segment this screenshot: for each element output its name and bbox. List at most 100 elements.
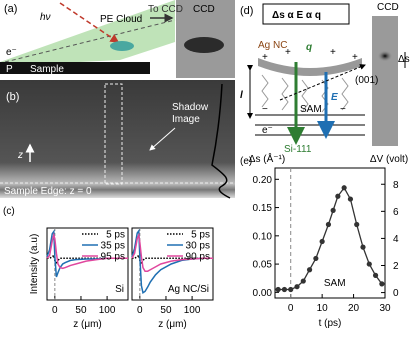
point [300, 278, 306, 284]
relation: Δs α E α q [272, 10, 321, 21]
minus: − [340, 104, 346, 115]
ccd-spot [184, 37, 224, 53]
minus: − [262, 104, 268, 115]
legend-label: 5 ps [191, 230, 210, 241]
x-tick-label: 0 [52, 305, 58, 316]
curve [278, 186, 383, 291]
y2-tick-label: 8 [393, 180, 399, 191]
legend-label: 90 ps [186, 252, 210, 263]
sam-label: SAM [300, 104, 322, 115]
roi [104, 83, 123, 185]
ag-nc: Ag NC [258, 40, 287, 51]
point [372, 272, 379, 278]
y2-tick-label: 6 [393, 207, 399, 218]
point [335, 193, 341, 199]
point [313, 255, 319, 262]
y-tick-label: 0.10 [253, 231, 273, 242]
point [366, 261, 372, 267]
plot-frame [131, 227, 214, 301]
plus: + [262, 52, 268, 63]
relation-box [262, 3, 350, 25]
x-axis-title: z (μm) [73, 319, 102, 330]
point [281, 286, 288, 293]
sample-label: Sample [30, 64, 64, 75]
electron-label: e⁻ [262, 125, 273, 136]
x-tick-label: 30 [379, 303, 391, 314]
panel-label: (c) [3, 206, 15, 217]
y2-tick-label: 4 [393, 234, 399, 245]
point [275, 286, 281, 293]
panel-label: (d) [240, 5, 253, 17]
photon: hν [40, 12, 51, 23]
y-tick-label: 0.20 [253, 175, 273, 186]
y-tick-label: 0.15 [253, 203, 273, 214]
ds-label: Δs [398, 54, 410, 65]
substrate-label: Si-111 [284, 144, 312, 155]
x-tick-label: 20 [348, 303, 360, 314]
point [288, 286, 294, 293]
photon-arrow [59, 2, 120, 43]
point [341, 185, 347, 191]
x-tick-label: 50 [160, 305, 172, 316]
sam-chains [261, 74, 349, 113]
panel-d: (d) Δs α E α q CCD Ag NC q + + + + − − e… [240, 2, 410, 155]
x-tick-label: 100 [99, 305, 116, 316]
nanocrystal [258, 58, 362, 76]
beam [0, 0, 175, 66]
x-tick-label: 0 [288, 303, 294, 314]
to-ccd: To CCD [148, 4, 183, 15]
plot-frame [274, 167, 386, 299]
x-tick-label: 10 [317, 303, 329, 314]
annotation: Si [115, 284, 124, 295]
annotation: SAM [324, 278, 346, 289]
legend-label: 30 ps [186, 241, 210, 252]
y2-axis-title: ΔV (volt) [370, 154, 408, 165]
point [379, 281, 385, 287]
point [354, 221, 360, 228]
plus: + [285, 47, 291, 58]
panel-label: (a) [4, 3, 17, 15]
field-label: E [331, 92, 338, 103]
profile [211, 83, 231, 199]
cloud-label: PE Cloud [100, 14, 142, 25]
length-label: l [240, 90, 243, 101]
edge-label: Sample Edge: z = 0 [4, 186, 92, 197]
point [325, 221, 332, 228]
spot-label: (001) [355, 75, 378, 86]
y2-tick-label: 2 [393, 261, 399, 272]
shadow-label: Image [172, 114, 200, 125]
y2-tick-label: 0 [393, 288, 399, 299]
q-label: q [306, 42, 312, 53]
y-tick-label: 0.05 [253, 260, 273, 271]
curve [131, 232, 213, 272]
point [330, 207, 336, 213]
x-tick-label: 0 [137, 305, 143, 316]
point [294, 284, 300, 290]
ccd-label: CCD [377, 2, 399, 13]
legend-label: 5 ps [106, 230, 125, 241]
plus: + [352, 52, 358, 63]
x-tick-label: 50 [75, 305, 87, 316]
x-tick-label: 100 [184, 305, 201, 316]
point [347, 196, 354, 202]
z-label: z [17, 150, 23, 161]
shadow-label: Shadow [172, 102, 209, 113]
cloud [110, 41, 134, 51]
plus: + [330, 47, 336, 58]
legend-label: 95 ps [101, 252, 125, 263]
shadow-image [0, 80, 235, 198]
panel-a: (a) hν PE Cloud To CCD CCD e⁻ P Sample [0, 0, 235, 78]
panel-label: (b) [6, 91, 19, 103]
panel-label: (e) [240, 156, 252, 167]
x-axis-title: z (μm) [158, 319, 187, 330]
y-axis-title: Intensity (a.u) [29, 234, 40, 295]
ccd-strip [372, 16, 398, 146]
y-tick-label: 0.00 [253, 288, 273, 299]
x-axis-title: t (ps) [319, 318, 342, 329]
panel-b: (b) Shadow Image z Sample Edge: z = 0 [0, 80, 235, 199]
ccd-label: CCD [193, 4, 215, 15]
p-label: P [6, 64, 13, 75]
